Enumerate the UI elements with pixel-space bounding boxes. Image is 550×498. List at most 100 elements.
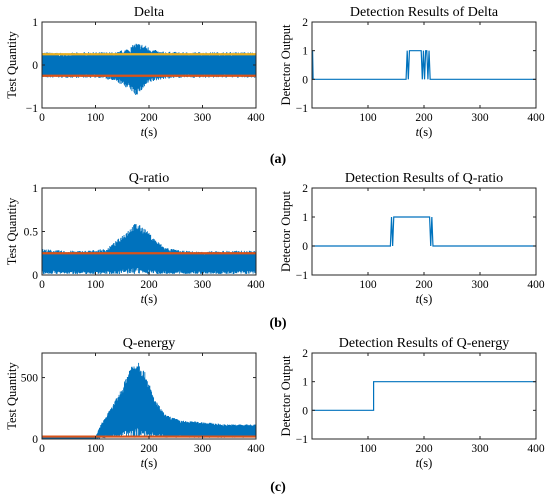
y-tick-label: 0.5: [24, 227, 39, 239]
x-tick-label: 200: [415, 112, 433, 124]
x-tick-label: 400: [247, 112, 265, 124]
y-axis-label: Detector Output: [279, 24, 293, 105]
y-tick-label: 0: [302, 405, 308, 417]
x-axis-label: t(s): [416, 456, 433, 470]
x-tick-label: 400: [527, 279, 545, 291]
y-axis-label: Test Quantity: [5, 361, 19, 429]
chart-title: Detection Results of Q-energy: [339, 336, 509, 351]
x-axis-label-var: t: [416, 456, 420, 470]
plot-area: [312, 50, 536, 80]
y-tick-label: −1: [296, 103, 308, 115]
x-tick-label: 100: [87, 112, 105, 124]
x-tick-label: 0: [39, 443, 45, 455]
y-tick-label: −1: [296, 434, 308, 446]
y-tick-label: 1: [32, 183, 38, 195]
y-tick-label: 500: [21, 373, 39, 385]
series-signal: [312, 381, 536, 411]
x-tick-label: 400: [247, 443, 265, 455]
y-tick-label: −1: [26, 103, 38, 115]
plot-area: [312, 381, 536, 411]
y-tick-label: 2: [302, 348, 308, 360]
y-tick-label: 1: [302, 377, 308, 389]
x-tick-label: 200: [415, 279, 433, 291]
x-tick-label: 100: [87, 443, 105, 455]
y-tick-label: −1: [296, 270, 308, 282]
y-tick-label: 1: [32, 17, 38, 29]
panel-tag-b: (b): [269, 316, 286, 331]
x-tick-label: 400: [527, 443, 545, 455]
y-axis-label: Detector Output: [279, 355, 293, 436]
x-axis-label-var: t: [141, 125, 145, 139]
x-tick-label: 200: [140, 443, 158, 455]
series-signal: [312, 216, 536, 247]
x-axis-label-unit: (s): [144, 456, 157, 470]
x-tick-label: 100: [359, 112, 377, 124]
chart-title: Delta: [134, 5, 165, 20]
x-tick-label: 200: [140, 112, 158, 124]
x-tick-label: 300: [194, 443, 212, 455]
x-axis-label-unit: (s): [144, 292, 157, 306]
x-tick-label: 300: [194, 112, 212, 124]
y-tick-label: 1: [302, 46, 308, 58]
x-axis-label-var: t: [141, 292, 145, 306]
x-axis-label-unit: (s): [419, 456, 432, 470]
x-axis-label-unit: (s): [419, 292, 432, 306]
x-tick-label: 100: [87, 279, 105, 291]
x-axis-label-var: t: [141, 456, 145, 470]
y-tick-label: 0: [302, 74, 308, 86]
chart-qenergy-detect: 100 200 300 400 −1 0 1 2 Detection Results of Q-…: [279, 336, 545, 470]
y-tick-label: 0: [32, 270, 38, 282]
y-axis-label: Detector Output: [279, 191, 293, 272]
panel-tag-a: (a): [270, 152, 287, 167]
plot-area: [42, 188, 256, 275]
chart-title: Q-ratio: [129, 171, 169, 186]
x-axis-label: t(s): [141, 125, 158, 139]
x-tick-label: 0: [39, 112, 45, 124]
plot-area: [42, 22, 256, 95]
chart-delta-detect: 100 200 300 400 −1 0 1 2 Detection Results of De…: [279, 5, 545, 139]
series-signal: [312, 50, 536, 80]
x-axis-label: t(s): [141, 456, 158, 470]
x-axis-label: t(s): [416, 292, 433, 306]
x-tick-label: 100: [359, 279, 377, 291]
series-signal: [42, 188, 256, 275]
x-tick-label: 300: [194, 279, 212, 291]
y-tick-label: 2: [302, 183, 308, 195]
y-tick-label: 2: [302, 17, 308, 29]
axes-box: [311, 352, 537, 440]
chart-qratio-detect: 100 200 300 400 −1 0 1 2 Detection Results of Q-…: [279, 171, 545, 306]
x-tick-label: 100: [359, 443, 377, 455]
y-axis-label: Test Quantity: [5, 30, 19, 98]
axes-box: [311, 187, 537, 276]
chart-qratio: 0 100 200 300 400 0 0.5 1 Q-ratio t(s) Test Quanti…: [5, 171, 265, 306]
chart-title: Detection Results of Q-ratio: [345, 171, 503, 186]
y-tick-label: 0: [302, 241, 308, 253]
chart-qenergy: 0 100 200 300 400 0 500 Q-energy t(s) Test Quanti…: [5, 336, 265, 470]
x-axis-label: t(s): [416, 125, 433, 139]
panel-tag-c: (c): [270, 480, 286, 495]
x-axis-label-var: t: [416, 125, 420, 139]
plot-area: [312, 216, 536, 247]
x-tick-label: 300: [471, 443, 489, 455]
y-axis-label: Test Quantity: [5, 197, 19, 265]
chart-title: Q-energy: [123, 336, 176, 351]
series-signal: [42, 22, 256, 95]
chart-title: Detection Results of Delta: [350, 5, 499, 20]
x-tick-label: 0: [39, 279, 45, 291]
series-signal: [42, 362, 256, 439]
x-tick-label: 200: [140, 279, 158, 291]
y-tick-label: 0: [32, 60, 38, 72]
x-axis-label-unit: (s): [144, 125, 157, 139]
x-tick-label: 300: [471, 279, 489, 291]
x-tick-label: 300: [471, 112, 489, 124]
x-tick-label: 400: [527, 112, 545, 124]
y-tick-label: 1: [302, 212, 308, 224]
x-tick-label: 200: [415, 443, 433, 455]
x-axis-label-var: t: [416, 292, 420, 306]
y-tick-label: 0: [32, 434, 38, 446]
x-axis-label: t(s): [141, 292, 158, 306]
x-axis-label-unit: (s): [419, 125, 432, 139]
